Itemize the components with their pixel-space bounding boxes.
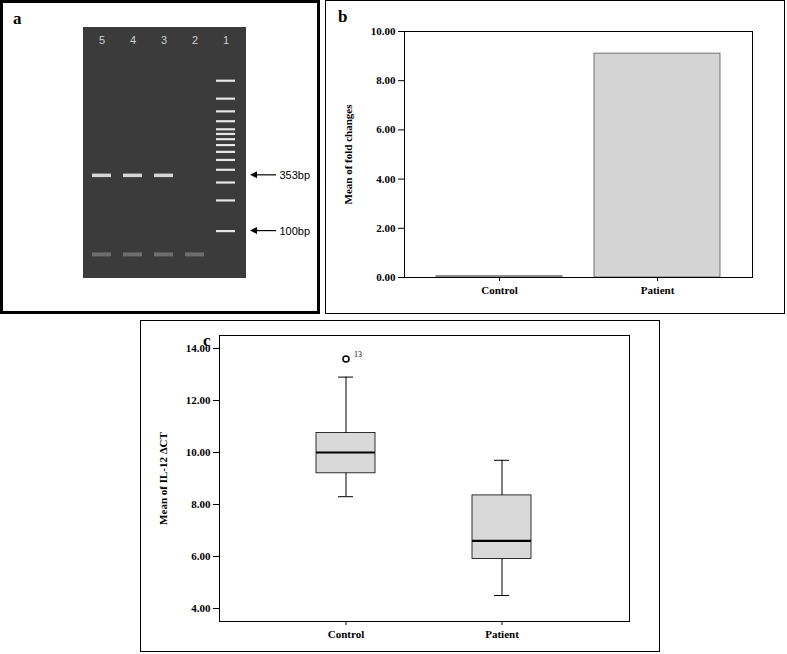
svg-text:Patient: Patient	[641, 284, 675, 296]
svg-text:0.00: 0.00	[376, 271, 396, 283]
svg-text:10.00: 10.00	[371, 25, 396, 37]
svg-text:Patient: Patient	[485, 628, 519, 640]
svg-text:Mean of IL-12 ΔCT: Mean of IL-12 ΔCT	[157, 431, 169, 524]
svg-text:3: 3	[161, 34, 167, 46]
svg-text:6.00: 6.00	[376, 123, 396, 135]
svg-text:4: 4	[130, 34, 136, 46]
svg-text:8.00: 8.00	[191, 498, 211, 510]
svg-text:13: 13	[354, 350, 362, 359]
svg-text:Mean of fold changes: Mean of fold changes	[342, 104, 354, 205]
svg-text:5: 5	[99, 34, 105, 46]
svg-text:2.00: 2.00	[376, 222, 396, 234]
svg-text:4.00: 4.00	[191, 602, 211, 614]
svg-text:100bp: 100bp	[280, 225, 311, 237]
svg-text:353bp: 353bp	[280, 169, 311, 181]
svg-text:8.00: 8.00	[376, 74, 396, 86]
svg-text:6.00: 6.00	[191, 550, 211, 562]
svg-text:2: 2	[192, 34, 198, 46]
svg-text:10.00: 10.00	[186, 446, 211, 458]
svg-text:Control: Control	[328, 628, 364, 640]
svg-text:12.00: 12.00	[186, 394, 211, 406]
svg-text:4.00: 4.00	[376, 173, 396, 185]
svg-text:1: 1	[223, 34, 229, 46]
svg-text:Control: Control	[481, 284, 517, 296]
